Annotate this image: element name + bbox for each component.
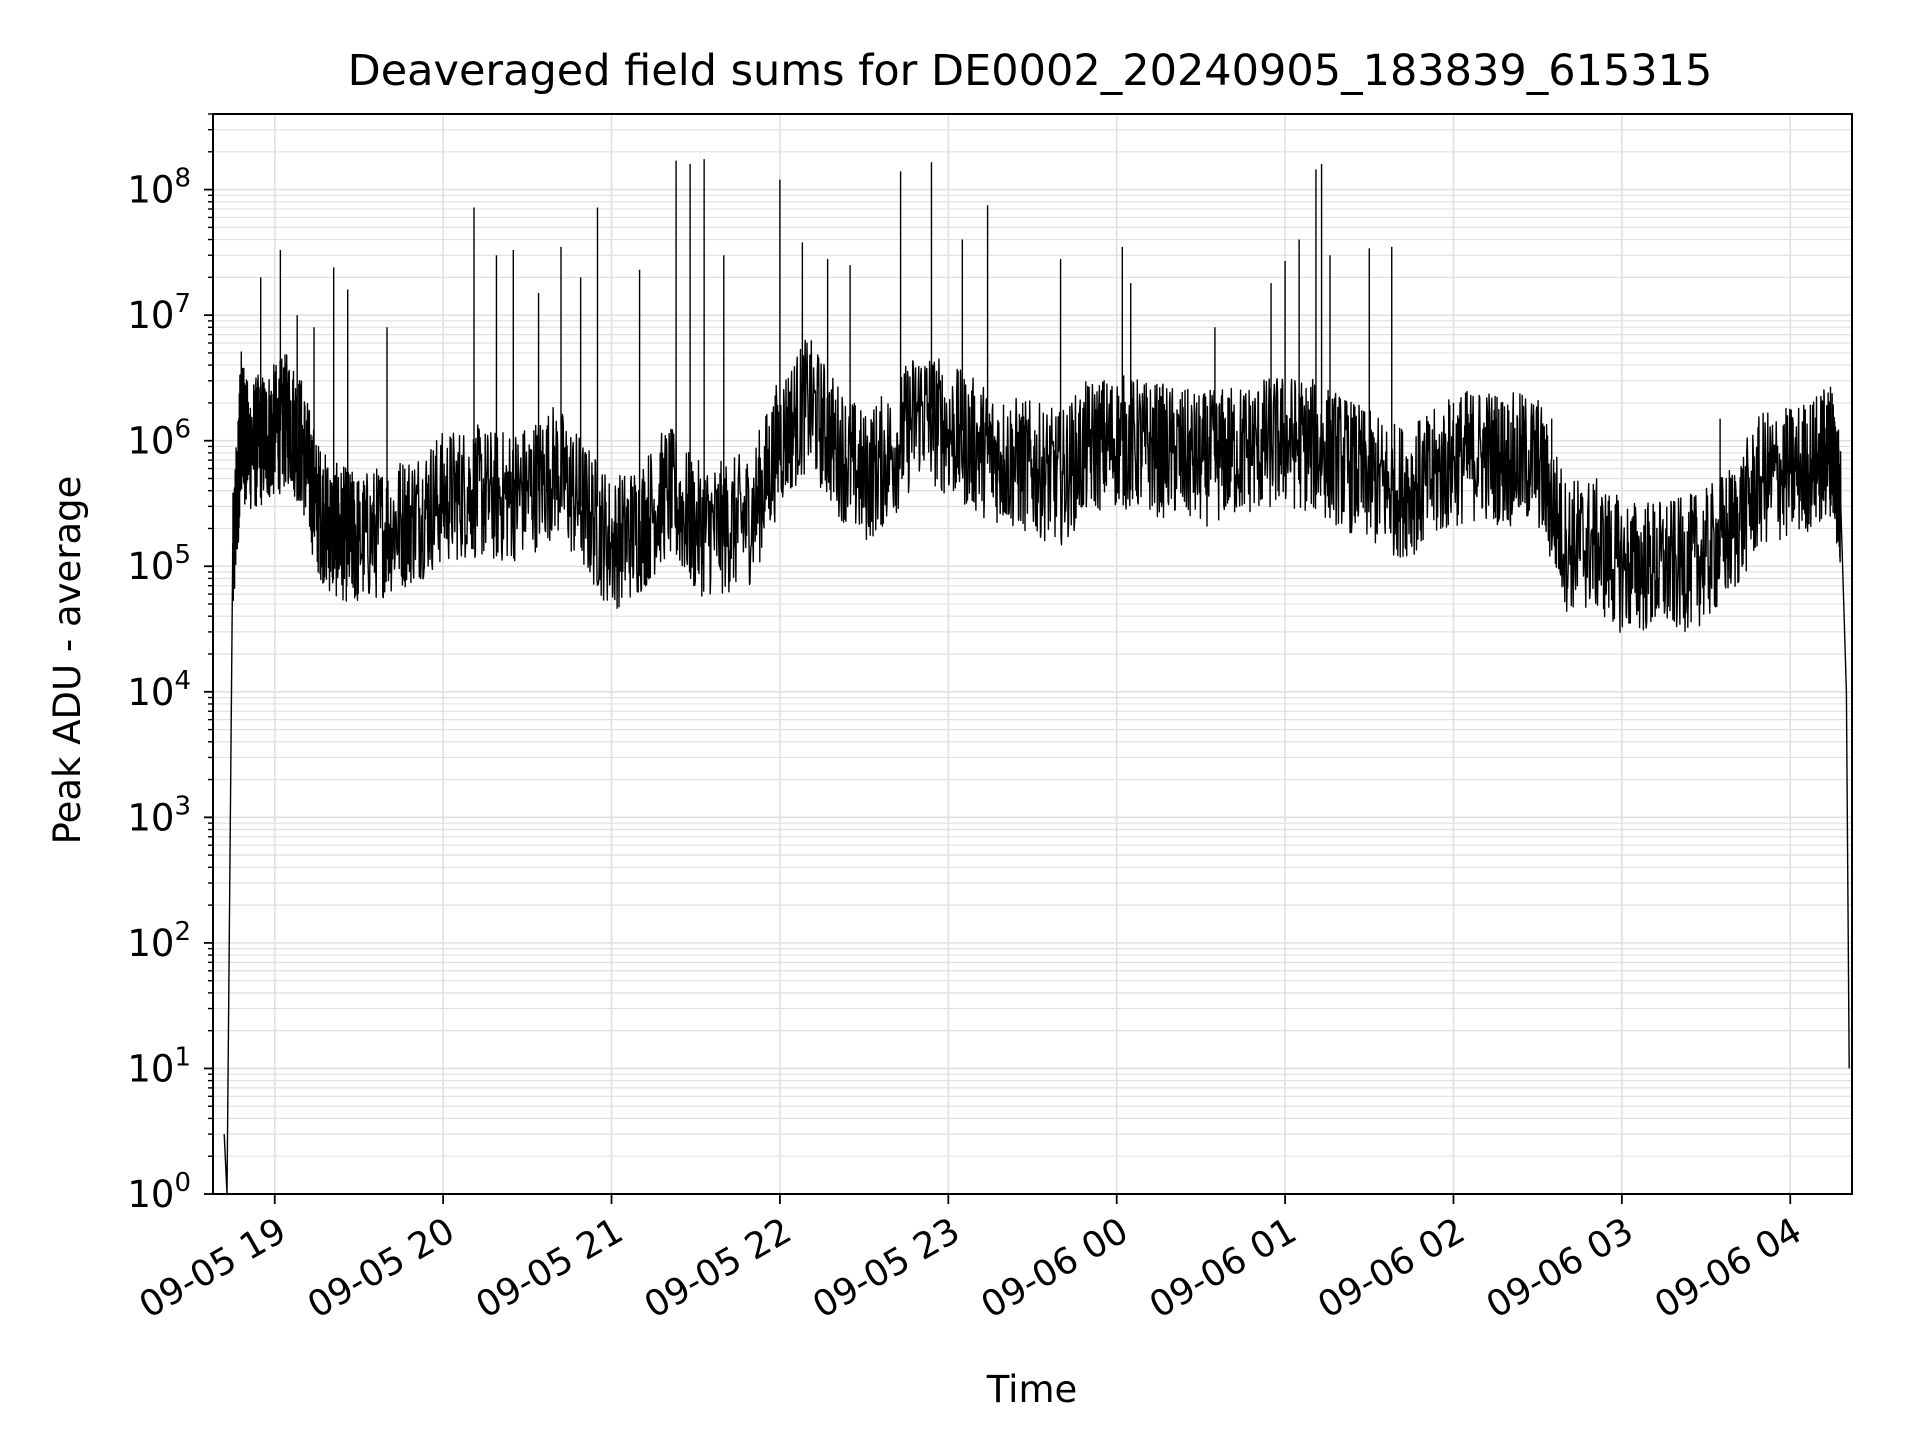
y-tick-label: 106 xyxy=(127,415,191,463)
x-axis-label: Time xyxy=(986,1368,1078,1411)
y-tick-label: 103 xyxy=(127,791,191,839)
grid-layer xyxy=(213,113,1852,1195)
y-tick-label: 100 xyxy=(127,1168,191,1216)
x-tick-label: 09-05 20 xyxy=(301,1210,462,1326)
x-tick-label: 09-05 22 xyxy=(638,1210,799,1326)
y-tick-label: 102 xyxy=(127,917,191,965)
x-tick-label: 09-06 01 xyxy=(1143,1210,1304,1326)
y-tick-label: 108 xyxy=(127,164,191,212)
y-tick-label: 107 xyxy=(127,289,191,337)
series-line xyxy=(223,339,1850,1195)
data-layer xyxy=(223,159,1850,1195)
x-tick-label: 09-06 00 xyxy=(975,1210,1136,1326)
y-tick-label: 105 xyxy=(127,540,191,588)
x-tick-label: 09-06 03 xyxy=(1480,1210,1641,1326)
y-tick-label: 101 xyxy=(127,1042,191,1090)
x-tick-label: 09-06 02 xyxy=(1311,1210,1472,1326)
chart-title: Deaveraged field sums for DE0002_2024090… xyxy=(348,46,1713,96)
x-tick-label: 09-05 21 xyxy=(469,1210,630,1326)
y-tick-label: 104 xyxy=(127,666,191,714)
x-tick-label: 09-05 19 xyxy=(133,1210,294,1326)
y-axis-label: Peak ADU - average xyxy=(46,476,89,845)
x-tick-label: 09-06 04 xyxy=(1648,1210,1809,1326)
x-tick-label: 09-05 23 xyxy=(806,1210,967,1326)
